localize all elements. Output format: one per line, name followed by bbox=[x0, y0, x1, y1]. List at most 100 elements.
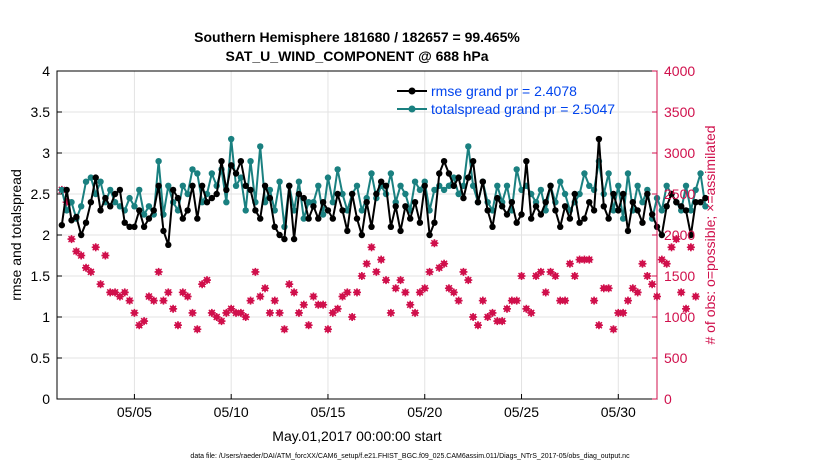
totalspread-point bbox=[440, 186, 448, 194]
rmse-point bbox=[271, 223, 278, 230]
obs-point bbox=[561, 296, 570, 305]
obs-point bbox=[280, 325, 289, 334]
rmse-point bbox=[165, 241, 172, 249]
obs-point bbox=[343, 288, 352, 297]
rmse-point bbox=[508, 199, 516, 206]
legend-rmse-marker bbox=[408, 87, 416, 95]
y-left-tick-label: 1 bbox=[42, 309, 50, 325]
obs-point bbox=[96, 280, 105, 289]
rmse-series bbox=[58, 135, 709, 249]
obs-point bbox=[173, 321, 182, 330]
y-left-tick-label: 4 bbox=[42, 63, 50, 79]
obs-point bbox=[415, 288, 424, 297]
rmse-point bbox=[557, 223, 564, 230]
rmse-point bbox=[126, 223, 133, 230]
obs-point bbox=[575, 255, 584, 264]
obs-point bbox=[294, 308, 303, 317]
rmse-point bbox=[266, 194, 274, 202]
rmse-point bbox=[319, 199, 327, 206]
rmse-point bbox=[668, 190, 675, 198]
rmse-point bbox=[261, 182, 269, 189]
rmse-point bbox=[532, 203, 540, 210]
obs-point bbox=[638, 259, 647, 268]
rmse-point bbox=[697, 199, 704, 206]
totalspread-point bbox=[581, 170, 588, 177]
totalspread-point bbox=[397, 182, 404, 189]
obs-point bbox=[648, 280, 657, 289]
totalspread-point bbox=[77, 203, 85, 210]
obs-point bbox=[319, 300, 328, 309]
rmse-point bbox=[247, 186, 254, 194]
y-left-tick-label: 0 bbox=[42, 391, 50, 407]
obs-point bbox=[149, 296, 158, 305]
obs-point bbox=[594, 321, 603, 330]
totalspread-point bbox=[503, 182, 511, 189]
totalspread-point bbox=[411, 178, 419, 185]
obs-point bbox=[682, 304, 691, 313]
rmse-point bbox=[547, 182, 554, 189]
rmse-point bbox=[600, 203, 607, 210]
totalspread-point bbox=[663, 182, 670, 189]
rmse-point bbox=[368, 223, 375, 230]
x-tick-label: 05/20 bbox=[407, 404, 442, 420]
obs-point bbox=[120, 288, 129, 297]
obs-point bbox=[169, 304, 178, 313]
totalspread-point bbox=[315, 182, 322, 189]
rmse-point bbox=[527, 215, 535, 222]
obs-point bbox=[193, 325, 202, 334]
rmse-point bbox=[411, 199, 419, 206]
totalspread-point bbox=[576, 190, 583, 198]
obs-point bbox=[686, 243, 695, 252]
obs-point bbox=[348, 313, 357, 321]
rmse-point bbox=[581, 215, 588, 222]
obs-point bbox=[353, 288, 361, 297]
rmse-point bbox=[189, 182, 196, 189]
rmse-point bbox=[300, 194, 307, 202]
rmse-point bbox=[131, 223, 138, 230]
rmse-point bbox=[334, 190, 341, 198]
rmse-point bbox=[484, 207, 491, 214]
rmse-point bbox=[58, 221, 66, 229]
rmse-point bbox=[561, 203, 569, 210]
totalspread-point bbox=[131, 203, 138, 210]
totalspread-point bbox=[368, 170, 375, 177]
obs-point bbox=[440, 259, 449, 268]
y-axis-right-label: # of obs: o=possible; ×=assimilated bbox=[702, 125, 718, 344]
rmse-point bbox=[348, 190, 356, 198]
obs-point bbox=[483, 313, 492, 321]
y-left-tick-label: 2 bbox=[42, 227, 50, 243]
obs-point bbox=[304, 321, 313, 330]
obs-point bbox=[425, 267, 434, 276]
y-right-tick-label: 2500 bbox=[664, 186, 695, 202]
y-right-tick-label: 1500 bbox=[664, 268, 695, 284]
obs-point bbox=[159, 296, 168, 305]
rmse-point bbox=[223, 186, 230, 194]
rmse-point bbox=[571, 190, 578, 198]
obs-point bbox=[541, 288, 550, 297]
rmse-point bbox=[513, 219, 520, 226]
rmse-point bbox=[474, 199, 482, 206]
obs-point bbox=[643, 272, 652, 280]
totalspread-point bbox=[658, 207, 666, 214]
y-right-tick-label: 3500 bbox=[664, 104, 695, 120]
totalspread-point bbox=[561, 190, 569, 198]
y-left-tick-label: 1.5 bbox=[31, 268, 51, 284]
obs-point bbox=[183, 292, 192, 301]
y-left-tick-label: 2.5 bbox=[31, 186, 51, 202]
obs-point bbox=[270, 296, 279, 305]
totalspread-point bbox=[455, 190, 462, 198]
obs-point bbox=[227, 304, 236, 313]
obs-point bbox=[91, 243, 100, 252]
obs-point bbox=[512, 296, 521, 305]
rmse-point bbox=[595, 135, 603, 143]
rmse-point bbox=[169, 186, 177, 194]
obs-point bbox=[299, 300, 308, 309]
rmse-point bbox=[140, 223, 148, 230]
obs-point bbox=[411, 308, 420, 317]
rmse-point bbox=[310, 203, 317, 210]
rmse-point bbox=[537, 211, 545, 218]
totalspread-point bbox=[227, 135, 235, 143]
rmse-point bbox=[431, 219, 438, 226]
totalspread-point bbox=[300, 215, 307, 222]
rmse-point bbox=[479, 178, 487, 185]
